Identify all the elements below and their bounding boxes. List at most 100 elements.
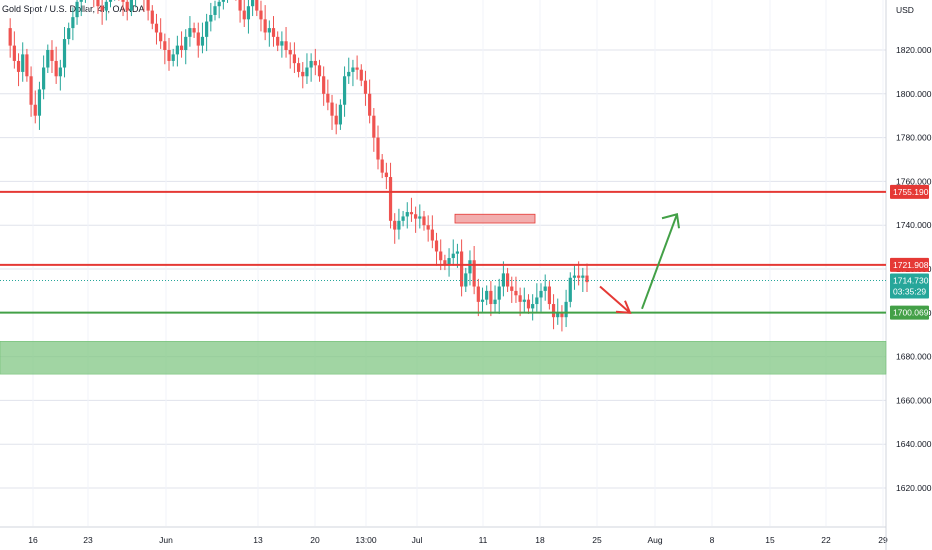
candle-body <box>334 115 338 125</box>
candle-body <box>422 216 426 226</box>
candle-body <box>54 60 58 77</box>
y-tick-label: 1620.000 <box>896 483 932 493</box>
y-tick-label: 1780.000 <box>896 133 932 143</box>
candle-body <box>296 63 301 72</box>
current-price-tag <box>890 273 929 299</box>
candle-body <box>29 76 33 105</box>
price-level-label: 1721.908 <box>893 260 929 270</box>
candle-body <box>154 23 159 33</box>
candle-body <box>79 0 83 2</box>
candle-body <box>67 28 71 40</box>
price-level-tag <box>890 184 929 199</box>
candle-body <box>342 76 347 105</box>
candle-body <box>581 275 585 278</box>
candle-body <box>505 273 510 287</box>
candle-body <box>326 93 330 103</box>
arrow-head-down <box>615 300 632 314</box>
candle-body <box>25 54 29 77</box>
candle-body <box>238 0 242 11</box>
candle-body <box>37 89 42 116</box>
candle-body <box>188 28 192 37</box>
x-tick-label: 11 <box>479 535 488 545</box>
candle-body <box>305 67 309 77</box>
candle-body <box>259 10 263 20</box>
candle-body <box>384 172 388 178</box>
candle-body <box>577 275 581 278</box>
candle-body <box>309 60 313 68</box>
candle-body <box>108 0 113 2</box>
candle-body <box>393 220 397 230</box>
candle-body <box>205 21 209 37</box>
candle-body <box>514 290 518 296</box>
x-tick-label: 18 <box>535 535 545 545</box>
candle-body <box>468 260 472 274</box>
candle-body <box>167 50 171 61</box>
candle-body <box>426 225 430 230</box>
candle-body <box>276 36 280 46</box>
candle-body <box>284 41 288 50</box>
candle-body <box>200 36 205 46</box>
candle-body <box>455 251 460 254</box>
candle-body <box>472 260 476 287</box>
candle-body <box>522 299 526 302</box>
x-tick-label: 16 <box>28 535 38 545</box>
candle-body <box>388 177 393 221</box>
candle-body <box>476 286 480 302</box>
candle-body <box>46 50 50 68</box>
candle-body <box>564 301 568 318</box>
candle-body <box>330 102 334 116</box>
candle-body <box>8 28 12 46</box>
candle-body <box>547 286 551 305</box>
x-tick-label: 13:00 <box>355 535 377 545</box>
resistance-box <box>454 213 536 224</box>
candle-body <box>464 273 468 287</box>
candle-body <box>380 159 384 173</box>
candle-body <box>560 312 564 318</box>
current-price-label: 1714.730 <box>893 276 929 286</box>
candle-body <box>125 1 129 11</box>
candle-body <box>255 0 259 11</box>
candle-body <box>33 104 37 116</box>
candle-body <box>497 286 501 300</box>
candle-body <box>12 45 16 61</box>
candle-body <box>485 290 489 300</box>
candle-body <box>21 54 25 72</box>
x-tick-label: Jul <box>412 535 423 545</box>
candle-body <box>363 80 368 94</box>
candle-body <box>460 251 464 287</box>
candle-body <box>16 60 21 72</box>
y-tick-label: 1760.000 <box>896 176 932 186</box>
candle-body <box>372 115 376 138</box>
candle-body <box>50 50 54 61</box>
candle-body <box>209 14 213 22</box>
candle-body <box>192 28 196 33</box>
y-tick-label: 1740.000 <box>896 220 932 230</box>
price-level-label: 1700.069 <box>893 308 929 318</box>
candle-body <box>246 6 251 20</box>
candle-body <box>501 273 506 287</box>
candle-body <box>447 258 451 265</box>
x-tick-label: 8 <box>710 535 715 545</box>
candle-body <box>572 275 577 278</box>
candle-body <box>150 10 154 24</box>
candle-body <box>159 32 163 42</box>
candle-body <box>409 212 414 215</box>
candle-body <box>480 299 485 302</box>
candle-body <box>510 286 514 291</box>
y-tick-label: 1820.000 <box>896 45 932 55</box>
price-level-tag <box>890 305 929 320</box>
candle-body <box>585 275 589 283</box>
candle-body <box>42 67 46 90</box>
candle-body <box>451 253 455 259</box>
candle-body <box>121 0 125 2</box>
candle-body <box>217 1 221 7</box>
candle-body <box>280 41 284 46</box>
candle-body <box>301 71 305 77</box>
candle-body <box>62 39 67 68</box>
candle-body <box>539 290 543 298</box>
candle-body <box>405 212 409 217</box>
candle-body <box>263 19 267 33</box>
candle-body <box>531 304 535 309</box>
y-tick-label: 1660.000 <box>896 395 932 405</box>
